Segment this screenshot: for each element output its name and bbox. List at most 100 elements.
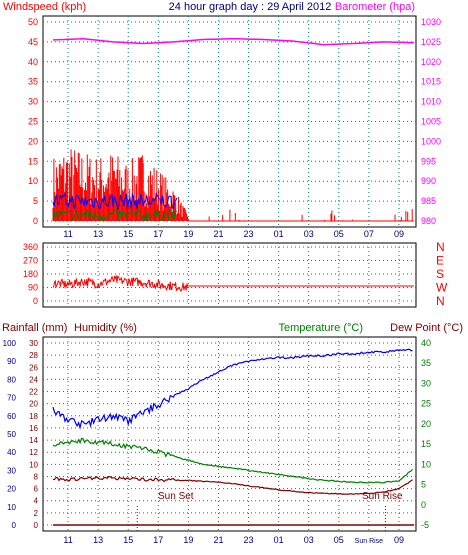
humidity-y-tick: 30 (7, 466, 16, 475)
humidity-y-tick: 100 (3, 339, 17, 348)
compass-label: W (436, 281, 448, 295)
temp-panel-frame (42, 336, 417, 532)
temp-y-tick: 5 (421, 480, 426, 490)
temp-y-tick: 30 (421, 378, 431, 388)
x-tick-label: 13 (93, 535, 103, 545)
compass-label: N (436, 240, 445, 254)
humidity-y-tick: 20 (7, 485, 16, 494)
wind-direction-line (52, 274, 189, 293)
x-tick-label: 19 (183, 229, 193, 239)
compass-label: E (436, 254, 444, 268)
temp-y-tick: 10 (421, 459, 431, 469)
temp-y-tick: 35 (421, 358, 431, 368)
rain-y-tick: 28 (29, 351, 38, 360)
windspeed-bars (52, 149, 413, 221)
rain-y-tick: 0 (34, 521, 39, 530)
compass-label: S (436, 267, 444, 281)
wind-y-tick: 5 (33, 196, 38, 206)
rain-y-tick: 10 (29, 460, 38, 469)
x-tick-label: 11 (63, 535, 72, 545)
x-tick-label: Sun Rise (355, 538, 384, 545)
rain-y-tick: 22 (29, 388, 38, 397)
baro-y-tick: 1025 (421, 37, 441, 47)
humidity-y-tick: 40 (7, 448, 16, 457)
rain-y-tick: 16 (29, 424, 38, 433)
x-tick-label: 03 (304, 229, 314, 239)
sun-rise-label: Sun Rise (362, 491, 403, 502)
wind-y-tick: 20 (28, 136, 38, 146)
wind-y-tick: 25 (28, 117, 38, 127)
x-tick-label: 17 (153, 229, 163, 239)
dir-y-tick: 0 (33, 296, 38, 306)
barometer-axis-title: Barometer (hpa) (335, 1, 415, 13)
baro-y-tick: 980 (421, 216, 436, 226)
compass-label: N (436, 294, 445, 308)
chart-title: 24 hour graph day : 29 April 2012 (169, 1, 332, 13)
temp-y-tick: 0 (421, 500, 426, 510)
data-series (52, 37, 415, 531)
temperature-axis-title: Temperature (°C) (279, 322, 363, 334)
rain-y-tick: 18 (29, 412, 38, 421)
baro-y-tick: 995 (421, 156, 436, 166)
x-tick-label: 23 (244, 229, 254, 239)
dewpoint-axis-title: Dew Point (°C) (390, 322, 463, 334)
wind-y-tick: 0 (33, 216, 38, 226)
rain-y-tick: 14 (29, 436, 38, 445)
axes: 1111131315151717191921212323010103030505… (3, 17, 448, 545)
dewpoint-line (52, 475, 413, 495)
humidity-y-tick: 80 (7, 375, 16, 384)
dir-y-tick: 270 (23, 256, 38, 266)
barometer-line (52, 37, 415, 46)
temp-y-tick: -5 (421, 520, 429, 530)
wind-y-tick: 10 (28, 176, 38, 186)
humidity-y-tick: 10 (7, 503, 16, 512)
x-tick-label: 01 (274, 535, 284, 545)
wind-y-tick: 35 (28, 77, 38, 87)
wind-y-tick: 30 (28, 97, 38, 107)
x-tick-label: 19 (183, 535, 193, 545)
x-tick-label: 07 (364, 229, 374, 239)
dir-y-tick: 360 (23, 242, 38, 252)
rain-y-tick: 8 (34, 472, 39, 481)
dir-y-tick: 180 (23, 269, 38, 279)
rainfall-axis-title: Rainfall (mm) (2, 322, 67, 334)
temp-y-tick: 20 (421, 419, 431, 429)
wind-low-line (52, 208, 178, 222)
rain-y-tick: 6 (34, 485, 39, 494)
x-tick-label: 21 (213, 535, 223, 545)
grid-lines (43, 16, 416, 531)
humidity-y-tick: 0 (12, 521, 17, 530)
x-tick-label: 05 (334, 229, 344, 239)
wind-y-tick: 15 (28, 156, 38, 166)
x-tick-label: 11 (63, 229, 72, 239)
baro-y-tick: 990 (421, 176, 436, 186)
rain-y-tick: 12 (29, 448, 38, 457)
rain-y-tick: 2 (34, 509, 39, 518)
x-tick-label: 15 (123, 535, 133, 545)
x-tick-label: 05 (334, 535, 344, 545)
humidity-line (52, 348, 413, 430)
temp-y-tick: 25 (421, 399, 431, 409)
x-tick-label: 23 (244, 535, 254, 545)
dir-y-tick: 90 (28, 283, 38, 293)
humidity-y-tick: 50 (7, 430, 16, 439)
humidity-y-tick: 90 (7, 357, 16, 366)
temperature-line (52, 437, 413, 484)
wind-y-tick: 40 (28, 57, 38, 67)
x-tick-label: 09 (394, 229, 404, 239)
wind-avg-line (52, 191, 178, 211)
temp-y-tick: 15 (421, 439, 431, 449)
x-tick-label: 21 (213, 229, 223, 239)
rain-y-tick: 26 (29, 363, 38, 372)
baro-y-tick: 1030 (421, 17, 441, 27)
wind-y-tick: 50 (28, 17, 38, 27)
humidity-y-tick: 60 (7, 412, 16, 421)
baro-y-tick: 1000 (421, 136, 441, 146)
baro-y-tick: 1010 (421, 97, 441, 107)
windspeed-axis-title: Windspeed (kph) (3, 1, 86, 13)
humidity-axis-title: Humidity (%) (74, 322, 137, 334)
baro-y-tick: 1020 (421, 57, 441, 67)
baro-y-tick: 1005 (421, 117, 441, 127)
baro-y-tick: 985 (421, 196, 436, 206)
rain-y-tick: 4 (34, 497, 39, 506)
